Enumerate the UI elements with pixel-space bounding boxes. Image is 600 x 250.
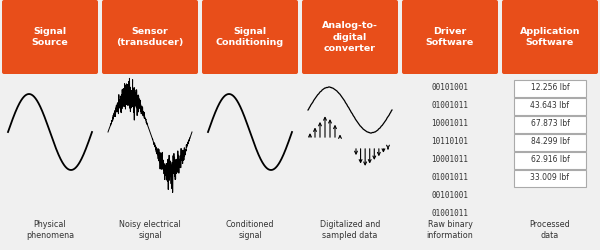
FancyBboxPatch shape (402, 0, 498, 74)
Text: Signal
Conditioning: Signal Conditioning (216, 27, 284, 47)
FancyBboxPatch shape (202, 0, 298, 74)
FancyBboxPatch shape (514, 134, 586, 150)
Text: 10001011: 10001011 (431, 156, 469, 164)
Text: Analog-to-
digital
converter: Analog-to- digital converter (322, 22, 378, 52)
Text: 43.643 lbf: 43.643 lbf (530, 102, 569, 110)
FancyBboxPatch shape (514, 170, 586, 186)
FancyBboxPatch shape (102, 0, 198, 74)
Text: 33.009 lbf: 33.009 lbf (530, 174, 569, 182)
Text: 00101001: 00101001 (431, 192, 469, 200)
Text: 12.256 lbf: 12.256 lbf (530, 84, 569, 92)
FancyBboxPatch shape (502, 0, 598, 74)
Text: Conditioned
signal: Conditioned signal (226, 220, 274, 240)
Text: 67.873 lbf: 67.873 lbf (530, 120, 569, 128)
FancyBboxPatch shape (514, 116, 586, 132)
Text: 84.299 lbf: 84.299 lbf (530, 138, 569, 146)
Text: 01001011: 01001011 (431, 210, 469, 218)
Text: Physical
phenomena: Physical phenomena (26, 220, 74, 240)
Text: 10110101: 10110101 (431, 138, 469, 146)
FancyBboxPatch shape (302, 0, 398, 74)
Text: Digitalized and
sampled data: Digitalized and sampled data (320, 220, 380, 240)
FancyBboxPatch shape (514, 98, 586, 114)
FancyBboxPatch shape (2, 0, 98, 74)
Text: 01001011: 01001011 (431, 102, 469, 110)
Text: 62.916 lbf: 62.916 lbf (530, 156, 569, 164)
FancyBboxPatch shape (514, 80, 586, 96)
Text: Processed
data: Processed data (530, 220, 571, 240)
Text: 00101001: 00101001 (431, 84, 469, 92)
Text: Application
Software: Application Software (520, 27, 580, 47)
Text: 10001011: 10001011 (431, 120, 469, 128)
Text: Noisy electrical
signal: Noisy electrical signal (119, 220, 181, 240)
Text: Sensor
(transducer): Sensor (transducer) (116, 27, 184, 47)
Text: Signal
Source: Signal Source (32, 27, 68, 47)
FancyBboxPatch shape (514, 152, 586, 168)
Text: Raw binary
information: Raw binary information (427, 220, 473, 240)
Text: 01001011: 01001011 (431, 174, 469, 182)
Text: Driver
Software: Driver Software (426, 27, 474, 47)
